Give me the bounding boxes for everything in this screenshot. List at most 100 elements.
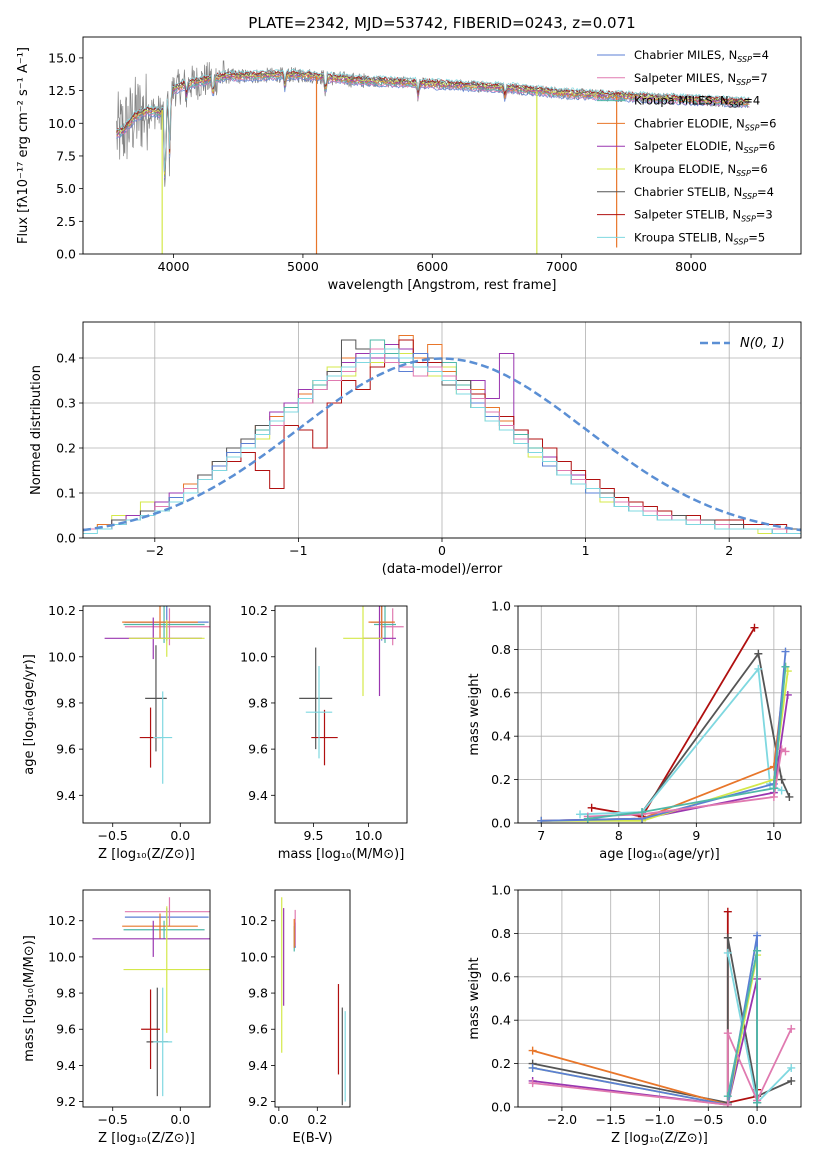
y-tick-label: 0.0 [491, 816, 511, 831]
weight-marker [787, 1024, 796, 1033]
y-tick-label: 9.8 [56, 986, 76, 1001]
y-tick-label: 9.6 [248, 742, 268, 757]
axes-frame [517, 605, 802, 824]
y-tick-label: 10.0 [48, 649, 76, 664]
y-tick-label: 0.8 [491, 642, 511, 657]
y-tick-label: 0.0 [491, 1100, 511, 1115]
axes-frame [82, 605, 211, 824]
histogram-step [83, 348, 801, 538]
chart-weight_vs_Z: −2.0 −1.5 −1.0 −0.5 0.0 0.0 0.2 0.4 0.6 0.8 1.0 Z [… [467, 883, 802, 1146]
spectrum-model-line [116, 69, 750, 171]
y-axis-label: age [log₁₀(age/yr)] [22, 654, 37, 775]
y-tick-label: 9.8 [56, 695, 76, 710]
spectrum-model-line [116, 71, 750, 175]
y-tick-label: 0.4 [491, 1013, 511, 1028]
weight-marker [583, 814, 592, 823]
weight-marker [785, 792, 794, 801]
x-tick-label: 0.0 [747, 1112, 767, 1127]
x-tick-label: 8000 [675, 259, 707, 274]
normal-curve [83, 357, 801, 532]
weight-marker [769, 792, 778, 801]
y-tick-label: 10.0 [48, 116, 76, 131]
legend-entry: Salpeter ELODIE, NSSP=6 [634, 139, 775, 155]
y-tick-label: 15.0 [48, 50, 76, 65]
y-tick-label: 9.6 [248, 1022, 268, 1037]
y-tick-label: 12.5 [48, 83, 76, 98]
y-tick-label: 5.0 [56, 181, 76, 196]
weight-marker [528, 1046, 537, 1055]
y-axis-label: Flux [fλ10⁻¹⁷ erg cm⁻² s⁻¹ A⁻¹] [16, 47, 31, 244]
weight-line [587, 666, 787, 820]
errorbar-plot [92, 897, 210, 1097]
y-tick-label: 0.2 [56, 441, 76, 456]
x-tick-label: 4000 [158, 259, 190, 274]
weight-marker [723, 933, 732, 942]
y-tick-label: 9.8 [248, 695, 268, 710]
y-tick-label: 0.0 [56, 247, 76, 262]
x-tick-label: −2.0 [547, 1112, 577, 1127]
weight-marker [723, 1100, 732, 1107]
x-axis-label: Z [log₁₀(Z/Z⊙)] [611, 1131, 708, 1146]
chart-age_vs_mass: 9.5 10.0 9.4 9.6 9.8 10.0 10.2 mass [log₁₀(M/M⊙… [240, 603, 408, 862]
y-tick-label: 9.2 [56, 1094, 76, 1109]
x-axis-label: Z [log₁₀(Z/Z⊙)] [98, 847, 195, 862]
weight-line [541, 651, 787, 822]
x-tick-label: −0.5 [98, 828, 128, 843]
axes-frame [82, 889, 211, 1108]
weight-marker [777, 786, 786, 795]
legend-entry: Kroupa ELODIE, NSSP=6 [634, 162, 768, 178]
legend-entry: Salpeter MILES, NSSP=7 [634, 71, 768, 87]
x-tick-label: 5000 [287, 259, 319, 274]
weight-marker [723, 1029, 732, 1038]
y-tick-label: 2.5 [56, 214, 76, 229]
y-tick-label: 7.5 [56, 148, 76, 163]
y-axis-label: mass weight [467, 957, 482, 1039]
chart-weight_vs_age: 7 8 9 10 0.0 0.2 0.4 0.6 0.8 1.0 age [log₁₀(age/yr… [467, 599, 802, 862]
weight-marker [723, 907, 732, 916]
x-axis-label: Z [log₁₀(Z/Z⊙)] [98, 1131, 195, 1146]
x-tick-label: 10.0 [355, 828, 383, 843]
x-tick-label: 2 [725, 543, 733, 558]
y-tick-label: 9.4 [248, 788, 268, 803]
y-tick-label: 0.2 [491, 772, 511, 787]
legend-entry: Kroupa MILES, NSSP=4 [634, 94, 760, 110]
x-tick-label: −1.0 [644, 1112, 674, 1127]
x-tick-label: 0 [438, 543, 446, 558]
y-tick-label: 9.6 [56, 742, 76, 757]
weight-marker [750, 623, 759, 632]
x-tick-label: −2 [146, 543, 164, 558]
y-tick-label: 10.2 [48, 913, 76, 928]
legend-entry: Chabrier STELIB, NSSP=4 [634, 185, 774, 201]
x-axis-label: wavelength [Angstrom, rest frame] [328, 278, 557, 293]
weight-marker [753, 946, 762, 955]
weight-marker [587, 803, 596, 812]
legend-entry: Kroupa STELIB, NSSP=5 [634, 230, 765, 246]
weight-marker [528, 1063, 537, 1072]
weight-line [541, 670, 789, 822]
chart-spectrum: 4000 5000 6000 7000 8000 0.0 2.5 5.0 7.5 10.0 12.5… [16, 14, 802, 293]
x-axis-label: E(B-V) [292, 1131, 332, 1146]
weight-marker [753, 931, 762, 940]
weight-marker [753, 1098, 762, 1107]
spectrum-plot [116, 60, 750, 254]
weight-marker [787, 1076, 796, 1085]
weight-plot [537, 623, 794, 823]
x-tick-label: −1.5 [596, 1112, 626, 1127]
chart-age_vs_Z: −0.5 0.0 9.4 9.6 9.8 10.0 10.2 Z [log₁₀(Z/Z⊙)] a… [22, 603, 211, 862]
y-tick-label: 10.2 [240, 603, 268, 618]
x-tick-label: 7000 [546, 259, 578, 274]
axes-frame [274, 605, 408, 824]
y-tick-label: 9.4 [248, 1058, 268, 1073]
y-tick-label: 0.1 [56, 486, 76, 501]
histogram-plot [83, 335, 801, 538]
legend-entry: Chabrier ELODIE, NSSP=6 [634, 116, 776, 132]
chart-residuals: −2 −1 0 1 2 0.0 0.1 0.2 0.3 0.4 (data-model)/error… [29, 321, 802, 577]
weight-marker [787, 1063, 796, 1072]
weight-marker [528, 1079, 537, 1088]
y-tick-label: 9.4 [56, 788, 76, 803]
chart-mass_vs_Z: −0.5 0.0 9.2 9.4 9.6 9.8 10.0 10.2 Z [log₁₀(Z/Z⊙… [22, 889, 211, 1146]
axes-frame [82, 36, 802, 255]
y-tick-label: 10.2 [48, 603, 76, 618]
x-tick-label: 0.0 [269, 1112, 289, 1127]
